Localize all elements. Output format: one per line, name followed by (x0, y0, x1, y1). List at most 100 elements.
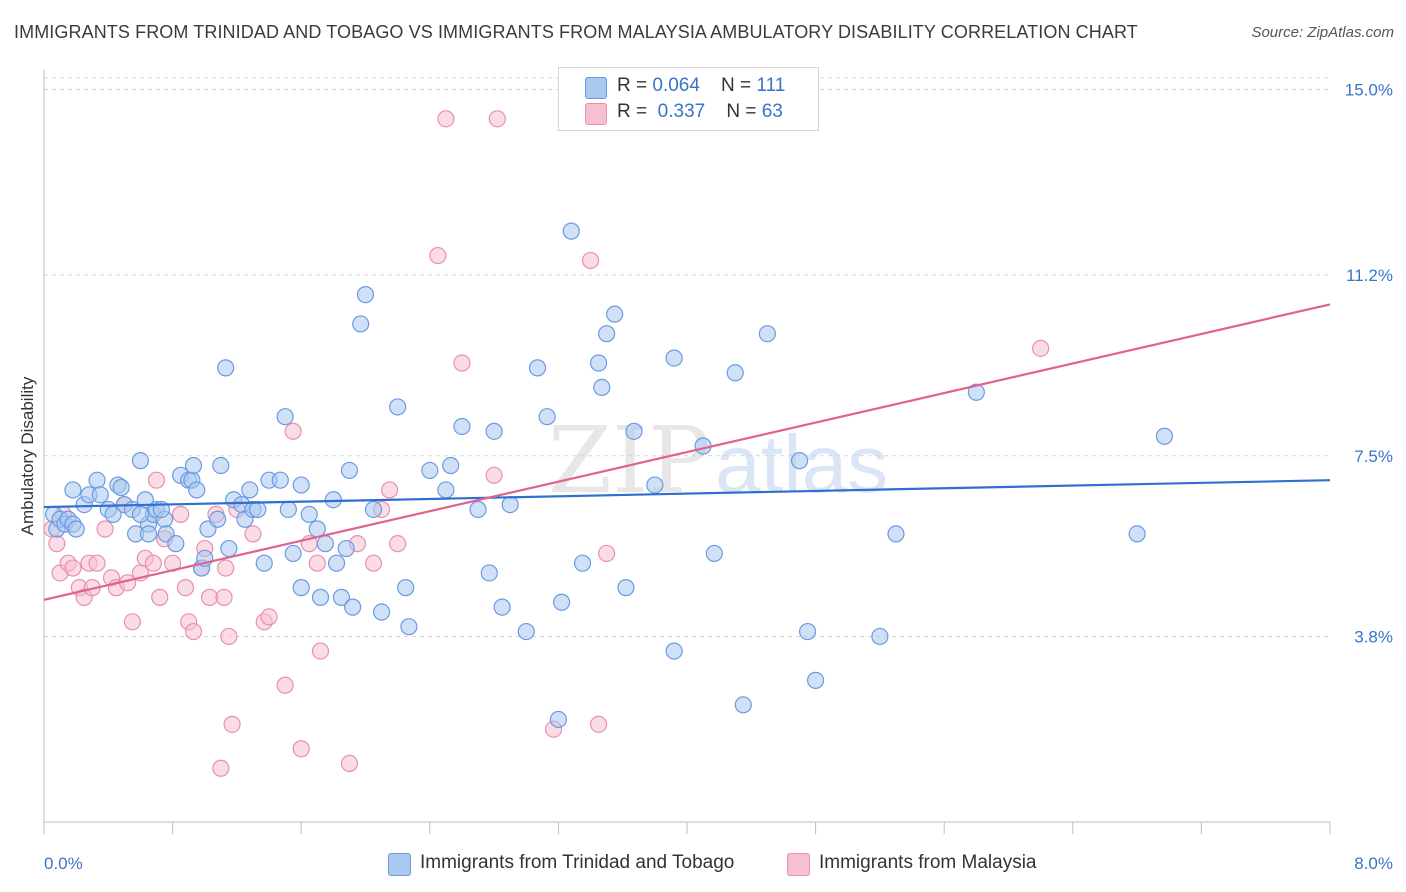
trinidad-point (356, 286, 375, 304)
malaysia-point (260, 608, 278, 626)
trinidad-point (665, 642, 683, 660)
malaysia-point (381, 481, 399, 499)
malaysia-point (389, 535, 407, 553)
trinidad-point (726, 364, 744, 382)
trinidad-point (806, 671, 825, 689)
y-axis-title: Ambulatory Disability (18, 376, 37, 536)
trinidad-point (64, 481, 82, 499)
trinidad-point (67, 520, 85, 538)
source-credit: Source: ZipAtlas.com (1251, 24, 1394, 41)
trinidad-point (327, 554, 346, 572)
trinidad-point (790, 452, 809, 470)
malaysia-point (96, 520, 114, 538)
trinidad-points (45, 222, 1174, 729)
trinidad-point (340, 461, 359, 480)
trinidad-point (617, 579, 635, 597)
malaysia-point (589, 715, 608, 733)
trinidad-point (389, 398, 407, 416)
trinidad-point (421, 461, 439, 480)
trinidad-point (364, 500, 383, 519)
trinidad-point (241, 481, 259, 499)
malaysia-point (292, 740, 310, 758)
malaysia-point (176, 579, 195, 597)
malaysia-point (429, 246, 447, 265)
tick-labels: 3.8% 7.5% 11.2% 15.0% 0.0% 8.0% (44, 81, 1393, 873)
bottom-legend-label-malaysia: Immigrants from Malaysia (819, 852, 1037, 873)
trinidad-point (131, 452, 150, 470)
trinidad-point (167, 535, 185, 553)
trinidad-point (665, 349, 683, 367)
trinidad-point (139, 525, 158, 543)
y-tick-label: 7.5% (1354, 447, 1393, 466)
malaysia-point (151, 588, 169, 606)
trinidad-point (397, 579, 415, 597)
trend-lines (43, 303, 1331, 601)
trinidad-point (88, 471, 106, 489)
trinidad-point (284, 544, 302, 563)
trinidad-point (573, 554, 592, 572)
malaysia-point (276, 676, 294, 694)
malaysia-point (147, 471, 166, 489)
malaysia-point (284, 422, 302, 440)
trinidad-point (344, 598, 362, 616)
trinidad-point (255, 554, 273, 572)
trinidad-point (352, 315, 370, 333)
trinidad-point (646, 476, 664, 494)
trinidad-point (112, 478, 130, 497)
grid-lines (44, 77, 1330, 637)
bottom-legend-label-trinidad: Immigrants from Trinidad and Tobago (420, 852, 735, 873)
malaysia-point (215, 588, 233, 606)
watermark-zip: ZIP (548, 407, 710, 514)
malaysia-point (184, 622, 203, 641)
trinidad-point (887, 525, 905, 543)
legend-n-value-pink: 63 (761, 101, 783, 122)
trinidad-point (528, 359, 547, 377)
x-tick-label-max: 8.0% (1354, 854, 1393, 873)
x-tick-label-min: 0.0% (44, 854, 83, 873)
malaysia-point (581, 251, 600, 270)
malaysia-point (123, 613, 142, 631)
trinidad-point (517, 622, 535, 641)
trinidad-point (493, 598, 511, 616)
y-tick-label: 15.0% (1345, 81, 1393, 100)
trinidad-point (292, 579, 310, 597)
trinidad-point (798, 622, 817, 641)
correlation-legend: R = 0.064 N = 111 R = 0.337 N = 63 (558, 67, 819, 131)
malaysia-point (212, 759, 230, 777)
trinidad-point (271, 471, 289, 489)
trinidad-point (220, 539, 238, 558)
trinidad-trend-line (43, 479, 1331, 509)
trinidad-point (485, 422, 503, 440)
legend-r-label-blue: R = (617, 75, 653, 96)
trinidad-point (188, 481, 206, 499)
trinidad-point (217, 359, 235, 377)
trinidad-point (337, 539, 355, 558)
malaysia-point (437, 110, 455, 128)
axes (43, 70, 1331, 834)
malaysia-point (488, 110, 506, 128)
trinidad-point (184, 456, 203, 475)
trinidad-point (589, 354, 608, 372)
trinidad-point (1155, 427, 1174, 445)
malaysia-point (598, 544, 616, 563)
legend-n-label-blue: N = (721, 75, 757, 96)
trinidad-point (209, 510, 227, 528)
malaysia-point (340, 754, 359, 773)
malaysia-point (64, 559, 82, 577)
malaysia-point (485, 466, 503, 484)
trinidad-point (276, 408, 294, 426)
legend-n-label-pink: N = (726, 101, 762, 122)
trinidad-point (734, 696, 752, 714)
trinidad-point (598, 325, 616, 343)
malaysia-point (88, 554, 106, 572)
trinidad-point (332, 588, 350, 606)
bottom-legend-swatch-blue (388, 853, 411, 876)
trinidad-point (300, 505, 318, 523)
trinidad-point (324, 491, 342, 509)
trinidad-point (606, 305, 624, 323)
trinidad-point (249, 500, 267, 519)
malaysia-point (220, 627, 238, 646)
trinidad-point (279, 500, 297, 519)
trinidad-point (437, 481, 455, 499)
malaysia-point (244, 525, 262, 543)
